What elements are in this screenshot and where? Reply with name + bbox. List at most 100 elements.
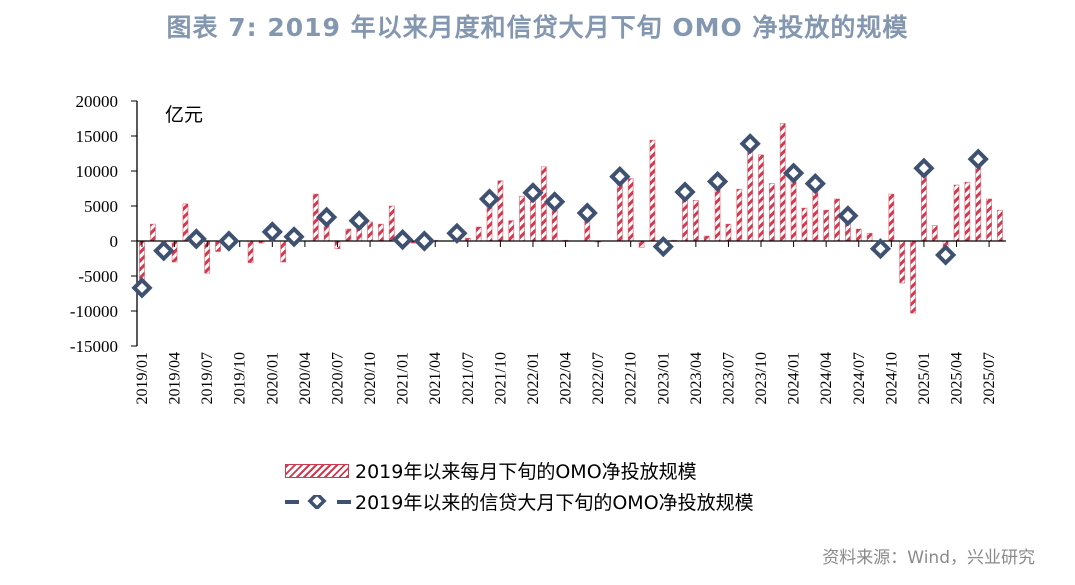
diamond-marker (739, 133, 761, 155)
diamond-marker (544, 191, 566, 213)
diamond-marker (706, 170, 729, 193)
diamond-shape (283, 226, 305, 248)
x-tick-label: 2019/01 (134, 352, 151, 404)
bar (388, 205, 395, 242)
diamond-marker (413, 230, 435, 252)
y-axis: 20000 15000 10000 5000 0 -5000 -10000 -15000 (70, 92, 138, 356)
bar (638, 240, 645, 248)
diamond-marker (522, 182, 544, 204)
diamond-marker (837, 205, 859, 227)
x-tick-label: 2025/07 (981, 352, 998, 404)
bar (986, 198, 992, 242)
diamond-marker (967, 148, 989, 170)
diamond-shape (837, 205, 859, 227)
bar (855, 228, 862, 242)
diamond-marker (348, 210, 370, 232)
diamond-shape (544, 191, 566, 213)
y-tick-label: -15000 (70, 337, 118, 356)
diamond-shape (913, 157, 935, 179)
diamond-marker (478, 188, 501, 210)
diamond-marker (674, 181, 696, 203)
bar (921, 167, 927, 242)
legend-label: 2019年以来每月下旬的OMO净投放规模 (355, 461, 697, 483)
x-tick-label: 2020/04 (297, 352, 314, 404)
x-tick-label: 2024/04 (818, 352, 835, 404)
diamond-marker (782, 162, 805, 184)
x-tick-label: 2023/10 (753, 352, 770, 404)
legend-bar-swatch (285, 463, 349, 478)
bar (910, 240, 916, 314)
diamond-shape (576, 202, 598, 224)
diamond-shape (782, 162, 805, 184)
bar (747, 143, 754, 242)
bar (834, 198, 840, 242)
diamond-marker (261, 221, 283, 243)
diamond-shape (967, 148, 989, 170)
bar (768, 183, 775, 242)
bar (280, 240, 287, 263)
bar (378, 223, 384, 242)
y-tick-label: 5000 (84, 197, 118, 216)
x-tick-label: 2022/01 (525, 352, 542, 404)
diamond-shape (739, 133, 761, 155)
y-tick-label: 15000 (76, 127, 119, 146)
bar (703, 235, 710, 242)
bar (997, 209, 1003, 242)
diamond-shape (316, 206, 338, 228)
bar (779, 123, 786, 242)
x-tick-label: 2025/04 (949, 352, 966, 404)
diamond-marker (283, 226, 305, 248)
diamond-shape (185, 228, 207, 250)
diamond-shape (131, 277, 153, 299)
x-tick-label: 2019/07 (199, 352, 216, 404)
x-tick-label: 2019/10 (232, 352, 249, 404)
diamond-shape (804, 172, 826, 195)
y-tick-label: 10000 (76, 162, 119, 181)
bar (182, 203, 189, 242)
diamond-shape (935, 244, 957, 266)
bar (367, 221, 373, 242)
diamond-shape (674, 181, 696, 203)
diamond-shape (261, 221, 283, 243)
bar (899, 240, 906, 284)
bar (964, 181, 971, 242)
diamond-shape (522, 182, 544, 204)
diamond-marker (392, 228, 414, 251)
diamond-shape (348, 210, 370, 232)
y-tick-label: 20000 (76, 92, 119, 111)
x-tick-label: 2024/07 (851, 352, 868, 404)
bar (497, 180, 504, 242)
diamond-shape (478, 188, 501, 210)
bar (149, 223, 156, 242)
source-note: 资料来源：Wind，兴业研究 (822, 548, 1035, 568)
bar (519, 195, 525, 242)
diamond-shape (153, 240, 175, 262)
diamond-shape (869, 238, 892, 260)
x-tick-label: 2024/01 (786, 352, 803, 404)
y-tick-label: 0 (110, 232, 119, 251)
bar (508, 220, 515, 242)
y-tick-label: -5000 (78, 267, 118, 286)
bar (953, 184, 960, 242)
x-tick-label: 2019/04 (167, 352, 184, 404)
bar (931, 225, 938, 242)
diamond-shape (392, 228, 414, 251)
x-axis: 2019/01 2019/04 2019/07 2019/10 2020/01 2020/… (134, 240, 1006, 404)
diamond-marker (131, 277, 153, 299)
diamond-marker (609, 165, 631, 188)
x-tick-label: 2022/04 (558, 352, 575, 404)
bars (139, 123, 1003, 314)
diamond-marker (446, 222, 468, 244)
bar (345, 228, 352, 242)
legend-item-bars: 2019年以来每月下旬的OMO净投放规模 (285, 457, 697, 484)
diamond-shape (446, 222, 468, 244)
x-tick-label: 2020/07 (329, 352, 346, 404)
x-tick-label: 2025/01 (916, 352, 933, 404)
legend-diamond-swatch (285, 494, 351, 509)
bar (823, 209, 830, 242)
x-tick-label: 2021/01 (395, 352, 412, 404)
diamond-marker (185, 228, 207, 250)
bar (801, 207, 808, 242)
x-tick-label: 2022/07 (590, 352, 607, 404)
diamond-shape (413, 230, 435, 252)
